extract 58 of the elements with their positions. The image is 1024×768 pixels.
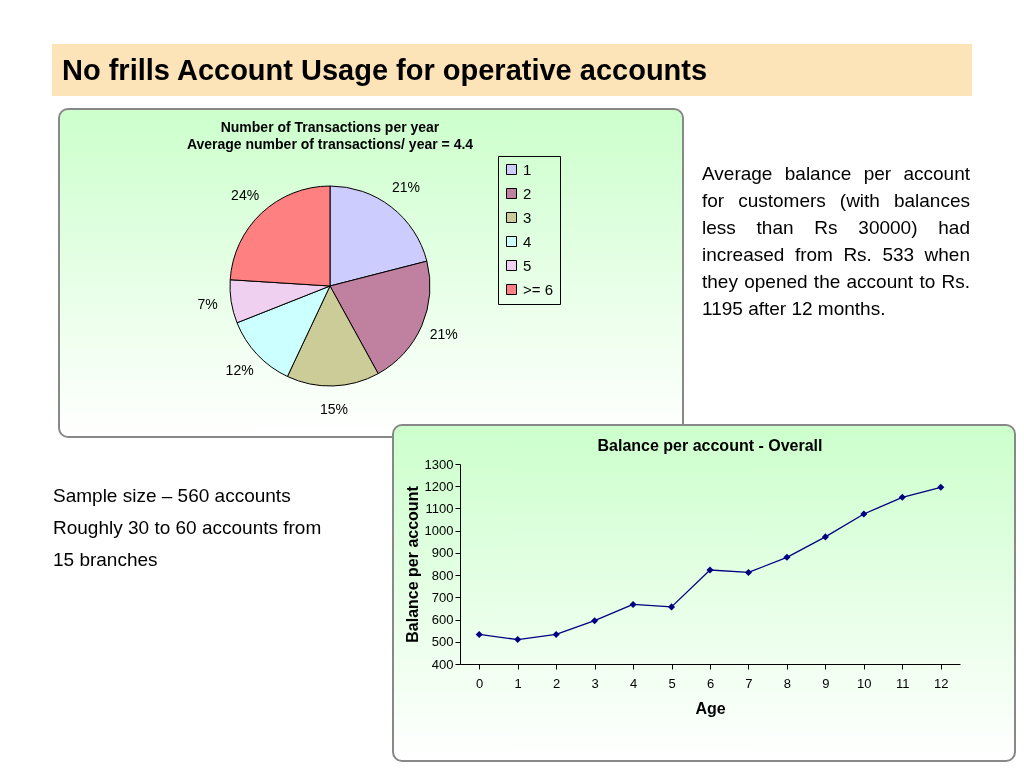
x-tick-label: 2	[553, 675, 561, 691]
data-label: 15%	[319, 400, 348, 417]
point	[514, 636, 522, 644]
point	[591, 617, 599, 625]
x-tick-label: 11	[896, 675, 910, 691]
data-label: 12%	[225, 361, 254, 378]
x-tick-label: 1	[514, 675, 522, 691]
chart-title: Balance per account - Overall	[597, 437, 823, 454]
legend-label: 3	[523, 208, 532, 226]
point	[937, 483, 945, 491]
legend-label: 2	[523, 184, 532, 202]
point	[706, 566, 714, 574]
data-label: 7%	[197, 296, 218, 313]
x-tick-label: 5	[668, 675, 676, 691]
chart-subtitle: Average number of transactions/ year = 4.4	[186, 135, 474, 152]
legend-label: 4	[523, 232, 532, 250]
x-tick-label: 10	[857, 675, 872, 691]
text: Sample size – 560 accounts	[53, 484, 292, 508]
text: Average balance per account for customers (with balances less than Rs 30000) had increased from Rs. 533 when they opened the account to Rs. 1195 after 12 months.	[702, 162, 970, 321]
y-tick-label: 900	[431, 545, 454, 561]
x-tick-label: 4	[629, 675, 638, 691]
x-axis-title: Age	[695, 699, 726, 717]
point	[783, 553, 791, 561]
point	[744, 568, 752, 576]
x-tick-label: 3	[591, 675, 599, 691]
chart-title: Number of Transactions per year	[220, 118, 440, 135]
legend-label: 1	[523, 160, 532, 178]
point	[668, 603, 676, 611]
legend-label: >= 6	[523, 280, 554, 298]
point	[860, 510, 868, 518]
y-tick-label: 600	[431, 612, 454, 628]
x-tick-label: 12	[934, 675, 949, 691]
y-tick-label: 700	[431, 589, 454, 605]
data-label: 21%	[391, 179, 421, 196]
point	[898, 493, 906, 501]
point	[552, 630, 560, 638]
point	[629, 600, 637, 608]
data-label: 24%	[231, 186, 260, 203]
x-tick-label: 7	[745, 675, 753, 691]
y-tick-label: 1100	[425, 500, 454, 516]
legend-label: 5	[523, 256, 532, 274]
x-tick-label: 8	[783, 675, 792, 691]
data-label: 21%	[429, 326, 458, 343]
x-tick-label: 6	[706, 675, 715, 691]
y-tick-label: 1300	[424, 456, 454, 472]
text: 15 branches	[53, 548, 159, 572]
x-tick-label: 9	[822, 675, 830, 691]
y-tick-label: 1000	[424, 523, 454, 539]
y-tick-label: 500	[431, 634, 454, 650]
text: No frills Account Usage for operative accounts	[52, 44, 972, 96]
y-axis-title: Balance per account	[403, 485, 421, 643]
x-tick-label: 0	[476, 675, 484, 691]
y-tick-label: 800	[431, 567, 454, 583]
point	[821, 533, 829, 541]
text: Roughly 30 to 60 accounts from	[53, 516, 323, 540]
y-tick-label: 400	[431, 656, 454, 672]
point	[475, 630, 483, 638]
y-tick-label: 1200	[424, 478, 454, 494]
